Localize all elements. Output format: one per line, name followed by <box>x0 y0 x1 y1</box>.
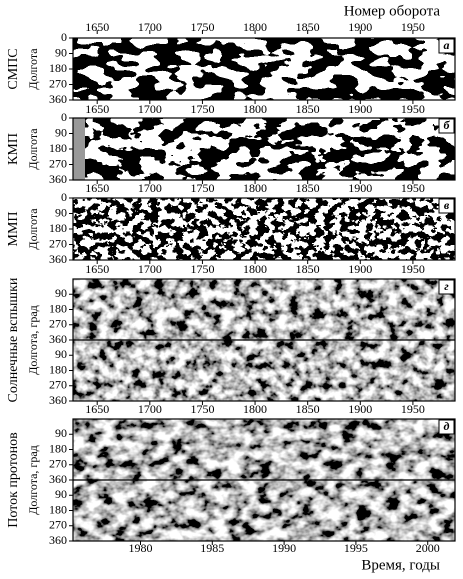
x-tick-label: 1700 <box>138 20 162 34</box>
x-tick-label: 1850 <box>296 181 320 195</box>
x-tick-label: 1800 <box>243 20 267 34</box>
y-tick-label: 270 <box>49 156 67 170</box>
y-tick-label: 90 <box>55 205 67 219</box>
top-axis-title: Номер оборота <box>344 3 441 19</box>
x-tick-label: 1850 <box>296 262 320 276</box>
panel-ylabel: Долгота <box>26 128 40 170</box>
x-tick-label: 1850 <box>296 402 320 416</box>
panel-ylabel: Долгота, град <box>26 445 40 515</box>
y-tick-label: 270 <box>49 236 67 250</box>
y-tick-label: 180 <box>49 301 67 315</box>
x-tick-label: 1650 <box>85 402 109 416</box>
x-tick-label: 1950 <box>401 262 425 276</box>
x-tick-label: 1950 <box>401 102 425 116</box>
y-tick-label: 180 <box>49 502 67 516</box>
x-tick-label: 1750 <box>190 262 214 276</box>
x-tick-label: 1900 <box>348 102 372 116</box>
panel-letter: г <box>444 279 449 293</box>
x-tick-label: 1900 <box>348 402 372 416</box>
y-tick-label: 0 <box>61 30 67 44</box>
letter-box <box>438 419 455 435</box>
y-tick-label: 270 <box>49 518 67 532</box>
x-tick-label: 1650 <box>85 20 109 34</box>
y-tick-label: 270 <box>49 457 67 471</box>
y-tick-label: 360 <box>49 332 67 346</box>
x-tick-label: 1650 <box>85 181 109 195</box>
x-tick-label: 1800 <box>243 262 267 276</box>
x-tick-label: 1800 <box>243 181 267 195</box>
letter-box <box>438 279 455 295</box>
panel-label: ММП <box>6 211 21 246</box>
y-tick-label: 90 <box>55 45 67 59</box>
x-tick-label: 1900 <box>348 181 372 195</box>
y-tick-label: 270 <box>49 76 67 90</box>
panel-label: КМП <box>6 133 21 165</box>
y-tick-label: 360 <box>49 533 67 547</box>
y-tick-label: 90 <box>55 487 67 501</box>
letter-box <box>438 118 455 134</box>
x-tick-label: 1800 <box>243 102 267 116</box>
panel-texture <box>73 118 455 180</box>
panel-letter: в <box>444 198 450 212</box>
x-tick-label: 1950 <box>401 402 425 416</box>
panel-texture <box>73 38 455 100</box>
x-tick-label: 1750 <box>190 20 214 34</box>
x-tick-label: 1990 <box>272 541 296 555</box>
y-tick-label: 360 <box>49 252 67 266</box>
y-tick-label: 360 <box>49 472 67 486</box>
y-tick-label: 360 <box>49 92 67 106</box>
x-tick-label: 1700 <box>138 102 162 116</box>
y-tick-label: 0 <box>61 190 67 204</box>
x-tick-label: 1850 <box>296 102 320 116</box>
panel-ylabel: Долгота <box>26 208 40 250</box>
data-gap <box>73 118 85 180</box>
y-tick-label: 90 <box>55 286 67 300</box>
x-tick-label: 2000 <box>416 541 440 555</box>
x-tick-label: 1650 <box>85 262 109 276</box>
x-tick-label: 1700 <box>138 181 162 195</box>
y-tick-label: 360 <box>49 393 67 407</box>
x-tick-label: 1700 <box>138 402 162 416</box>
panel-letter: а <box>444 38 450 52</box>
x-tick-label: 1980 <box>128 541 152 555</box>
x-tick-label: 1650 <box>85 102 109 116</box>
y-tick-label: 360 <box>49 172 67 186</box>
panel-label: Поток протонов <box>6 432 21 528</box>
x-tick-label: 1985 <box>200 541 224 555</box>
y-tick-label: 90 <box>55 125 67 139</box>
x-tick-label: 1750 <box>190 181 214 195</box>
x-tick-label: 1950 <box>401 20 425 34</box>
x-tick-label: 1750 <box>190 402 214 416</box>
y-tick-label: 180 <box>49 221 67 235</box>
x-tick-label: 1750 <box>190 102 214 116</box>
panel-ylabel: Долгота, град <box>26 305 40 375</box>
y-tick-label: 180 <box>49 141 67 155</box>
y-tick-label: 0 <box>61 110 67 124</box>
panel-letter: б <box>444 118 451 132</box>
x-tick-label: 1900 <box>348 20 372 34</box>
panel-label: СМПС <box>6 48 21 89</box>
y-tick-label: 270 <box>49 378 67 392</box>
x-tick-label: 1700 <box>138 262 162 276</box>
y-tick-label: 90 <box>55 426 67 440</box>
x-tick-label: 1900 <box>348 262 372 276</box>
letter-box <box>438 198 455 214</box>
y-tick-label: 180 <box>49 61 67 75</box>
x-tick-label: 1850 <box>296 20 320 34</box>
panel-letter: д <box>444 419 450 433</box>
y-tick-label: 180 <box>49 441 67 455</box>
panel-label: Солнечные вспышки <box>6 277 21 402</box>
x-tick-label: 1950 <box>401 181 425 195</box>
y-tick-label: 270 <box>49 317 67 331</box>
letter-box <box>438 38 455 54</box>
x-tick-label: 1995 <box>344 541 368 555</box>
bottom-axis-title: Время, годы <box>361 557 440 573</box>
x-tick-label: 1800 <box>243 402 267 416</box>
y-tick-label: 180 <box>49 362 67 376</box>
y-tick-label: 90 <box>55 347 67 361</box>
panel-texture <box>73 198 455 260</box>
panel-ylabel: Долгота <box>26 48 40 90</box>
